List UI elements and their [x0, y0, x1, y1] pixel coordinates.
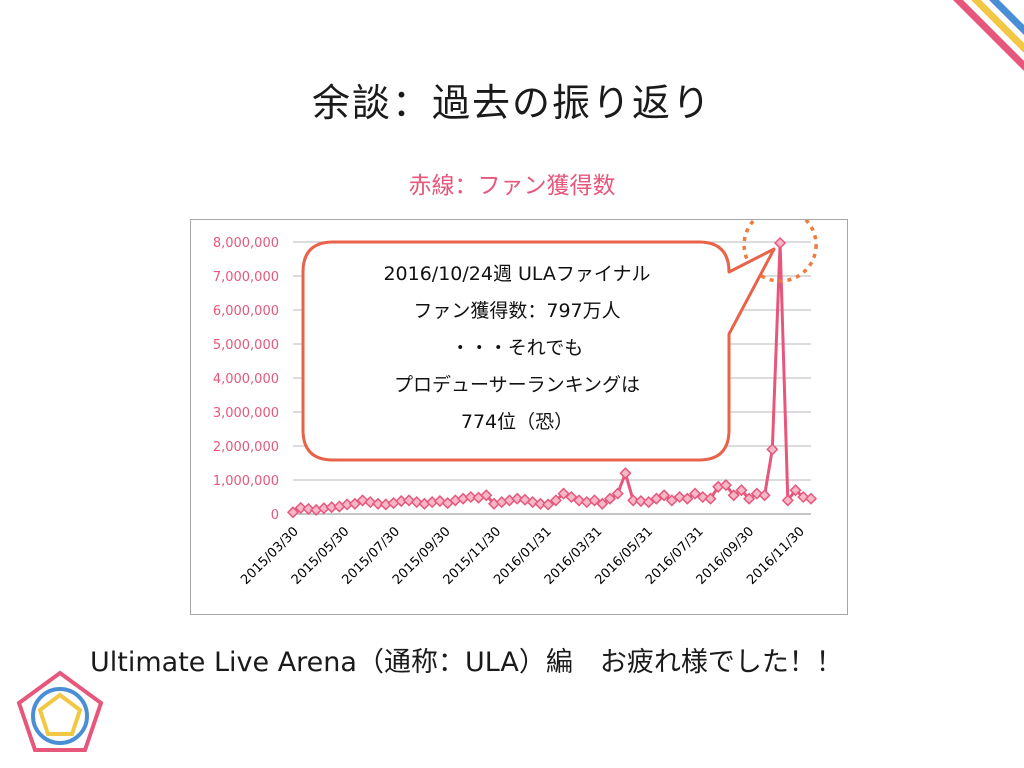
corner-stripes-decoration	[953, 0, 1024, 71]
data-point	[688, 487, 702, 500]
data-point	[789, 484, 802, 497]
data-point	[302, 502, 315, 515]
data-point	[549, 494, 562, 507]
data-point	[781, 494, 794, 507]
data-point	[774, 236, 787, 250]
y-tick-label: 6,000,000	[213, 304, 279, 319]
data-point	[727, 489, 740, 502]
data-point	[634, 495, 647, 508]
callout-line-2: ファン獲得数：797万人	[413, 300, 621, 322]
data-point	[371, 497, 385, 510]
logo-pentagon-inner	[37, 692, 83, 736]
data-point	[511, 492, 524, 505]
callout-line-3: ・・・それでも	[450, 337, 584, 359]
callout-line-1: 2016/10/24週 ULAファイナル	[383, 263, 651, 285]
y-tick-label: 0	[271, 508, 279, 523]
y-tick-label: 4,000,000	[213, 372, 279, 387]
footer-text: Ultimate Live Arena（通称：ULA）編 お疲れ様でした！！	[90, 647, 843, 678]
data-point	[766, 443, 779, 456]
y-tick-label: 7,000,000	[213, 270, 279, 285]
data-point	[804, 492, 818, 505]
data-point	[286, 506, 300, 519]
stripe-yellow	[971, 0, 1024, 53]
y-tick-label: 5,000,000	[213, 338, 279, 353]
chart-subtitle: 赤線：ファン獲得数	[408, 173, 616, 199]
data-point	[557, 487, 570, 500]
data-point	[619, 467, 632, 480]
data-point	[681, 492, 694, 505]
data-point	[611, 487, 624, 500]
data-point	[294, 501, 307, 514]
chart-frame: 0 1,000,000 2,000,000 3,000,000 4,000,000 5,0…	[190, 219, 848, 615]
data-point	[596, 497, 609, 510]
peak-highlight-ring	[742, 220, 818, 283]
data-point	[464, 490, 477, 504]
data-point	[603, 492, 617, 505]
data-point	[650, 492, 663, 505]
logo-circle	[31, 687, 89, 745]
callout-text: 2016/10/24週 ULAファイナル ファン獲得数：797万人 ・・・それで…	[312, 256, 722, 441]
y-tick-label: 3,000,000	[213, 406, 279, 421]
data-point	[627, 494, 640, 507]
data-point	[758, 489, 771, 502]
data-point	[719, 479, 733, 492]
data-point	[743, 492, 756, 505]
callout-line-5: 774位（恐）	[460, 411, 574, 433]
line-chart: 0 1,000,000 2,000,000 3,000,000 4,000,000 5,0…	[213, 220, 818, 588]
data-point	[735, 484, 748, 497]
y-tick-label: 2,000,000	[213, 440, 279, 455]
data-point	[642, 496, 655, 509]
data-point	[588, 494, 601, 507]
data-point	[348, 497, 361, 510]
callout-line-4: プロデューサーランキングは	[393, 374, 641, 396]
logo-pentagon-outer	[16, 670, 104, 752]
slide-title: 余談：過去の振り返り	[311, 81, 712, 125]
data-point	[534, 497, 547, 510]
data-point	[665, 494, 678, 507]
callout-balloon	[301, 240, 776, 462]
data-point	[480, 489, 493, 502]
data-point	[704, 492, 717, 505]
y-tick-label: 1,000,000	[213, 474, 279, 489]
y-tick-label: 8,000,000	[213, 236, 279, 251]
data-point	[565, 490, 578, 504]
stripe-red	[953, 0, 1024, 71]
data-point	[658, 489, 671, 502]
data-point	[542, 498, 555, 511]
pentagon-logo	[16, 670, 104, 752]
stripe-blue	[989, 0, 1024, 35]
